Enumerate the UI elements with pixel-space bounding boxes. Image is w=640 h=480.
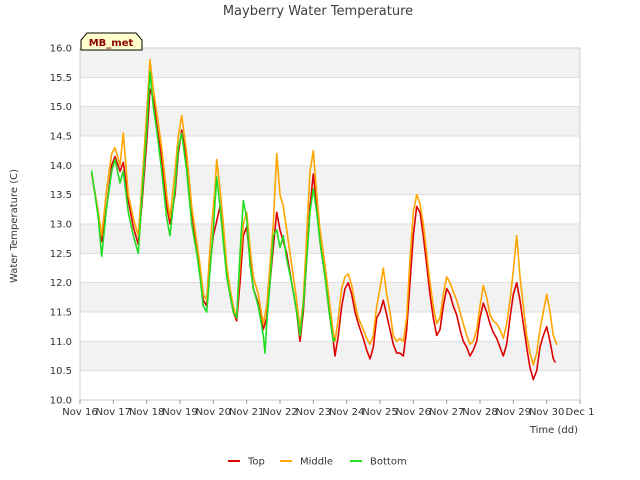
y-tick-label: 12.0	[50, 278, 72, 289]
x-tick-label: Nov 19	[162, 407, 197, 418]
y-tick-label: 16.0	[50, 44, 72, 55]
x-tick-label: Nov 26	[396, 407, 431, 418]
y-axis-ticks: 10.0 10.5 11.0 11.5 12.0 12.5 13.0 13.5 14.0 14.5…	[50, 44, 72, 407]
x-tick-label: Nov 29	[496, 407, 531, 418]
x-tick-label: Nov 27	[429, 407, 464, 418]
y-tick-label: 12.5	[50, 249, 72, 260]
x-tick-label: Dec 1	[566, 407, 595, 418]
chart-title: Mayberry Water Temperature	[223, 4, 413, 19]
legend-label-top: Top	[247, 457, 265, 468]
y-tick-label: 10.5	[50, 366, 72, 377]
series-line-middle	[90, 58, 558, 366]
y-tick-label: 15.5	[50, 73, 72, 84]
background-band	[80, 165, 580, 195]
background-bands	[80, 48, 580, 371]
station-badge: MB_met	[80, 32, 143, 51]
x-tick-label: Nov 28	[462, 407, 497, 418]
x-tick-label: Nov 22	[262, 407, 297, 418]
legend-label-bottom: Bottom	[370, 457, 407, 468]
x-tick-label: Nov 20	[196, 407, 231, 418]
x-tick-label: Nov 18	[129, 407, 164, 418]
y-tick-label: 14.5	[50, 132, 72, 143]
background-band	[80, 224, 580, 254]
y-tick-label: 15.0	[50, 102, 72, 113]
x-axis-label: Time (dd)	[529, 425, 578, 436]
x-tick-label: Nov 21	[229, 407, 264, 418]
legend: Top Middle Bottom	[228, 457, 407, 468]
y-tick-label: 13.5	[50, 190, 72, 201]
x-tick-label: Nov 17	[96, 407, 131, 418]
y-axis-label: Water Temperature (C)	[9, 169, 20, 283]
series-lines	[90, 58, 558, 381]
background-band	[80, 48, 580, 78]
y-tick-label: 10.0	[50, 396, 72, 407]
series-line-bottom	[90, 70, 336, 354]
x-tick-label: Nov 23	[296, 407, 331, 418]
x-tick-label: Nov 16	[62, 407, 97, 418]
y-tick-label: 13.0	[50, 220, 72, 231]
y-tick-label: 14.0	[50, 161, 72, 172]
x-tick-label: Nov 30	[529, 407, 564, 418]
background-band	[80, 106, 580, 136]
legend-label-middle: Middle	[300, 457, 333, 468]
y-tick-label: 11.5	[50, 308, 72, 319]
station-badge-label: MB_met	[89, 38, 134, 49]
series-line-top	[90, 88, 556, 381]
x-tick-label: Nov 25	[362, 407, 397, 418]
x-tick-label: Nov 24	[329, 407, 364, 418]
plot-area	[79, 47, 581, 401]
background-band	[80, 341, 580, 371]
y-tick-label: 11.0	[50, 337, 72, 348]
